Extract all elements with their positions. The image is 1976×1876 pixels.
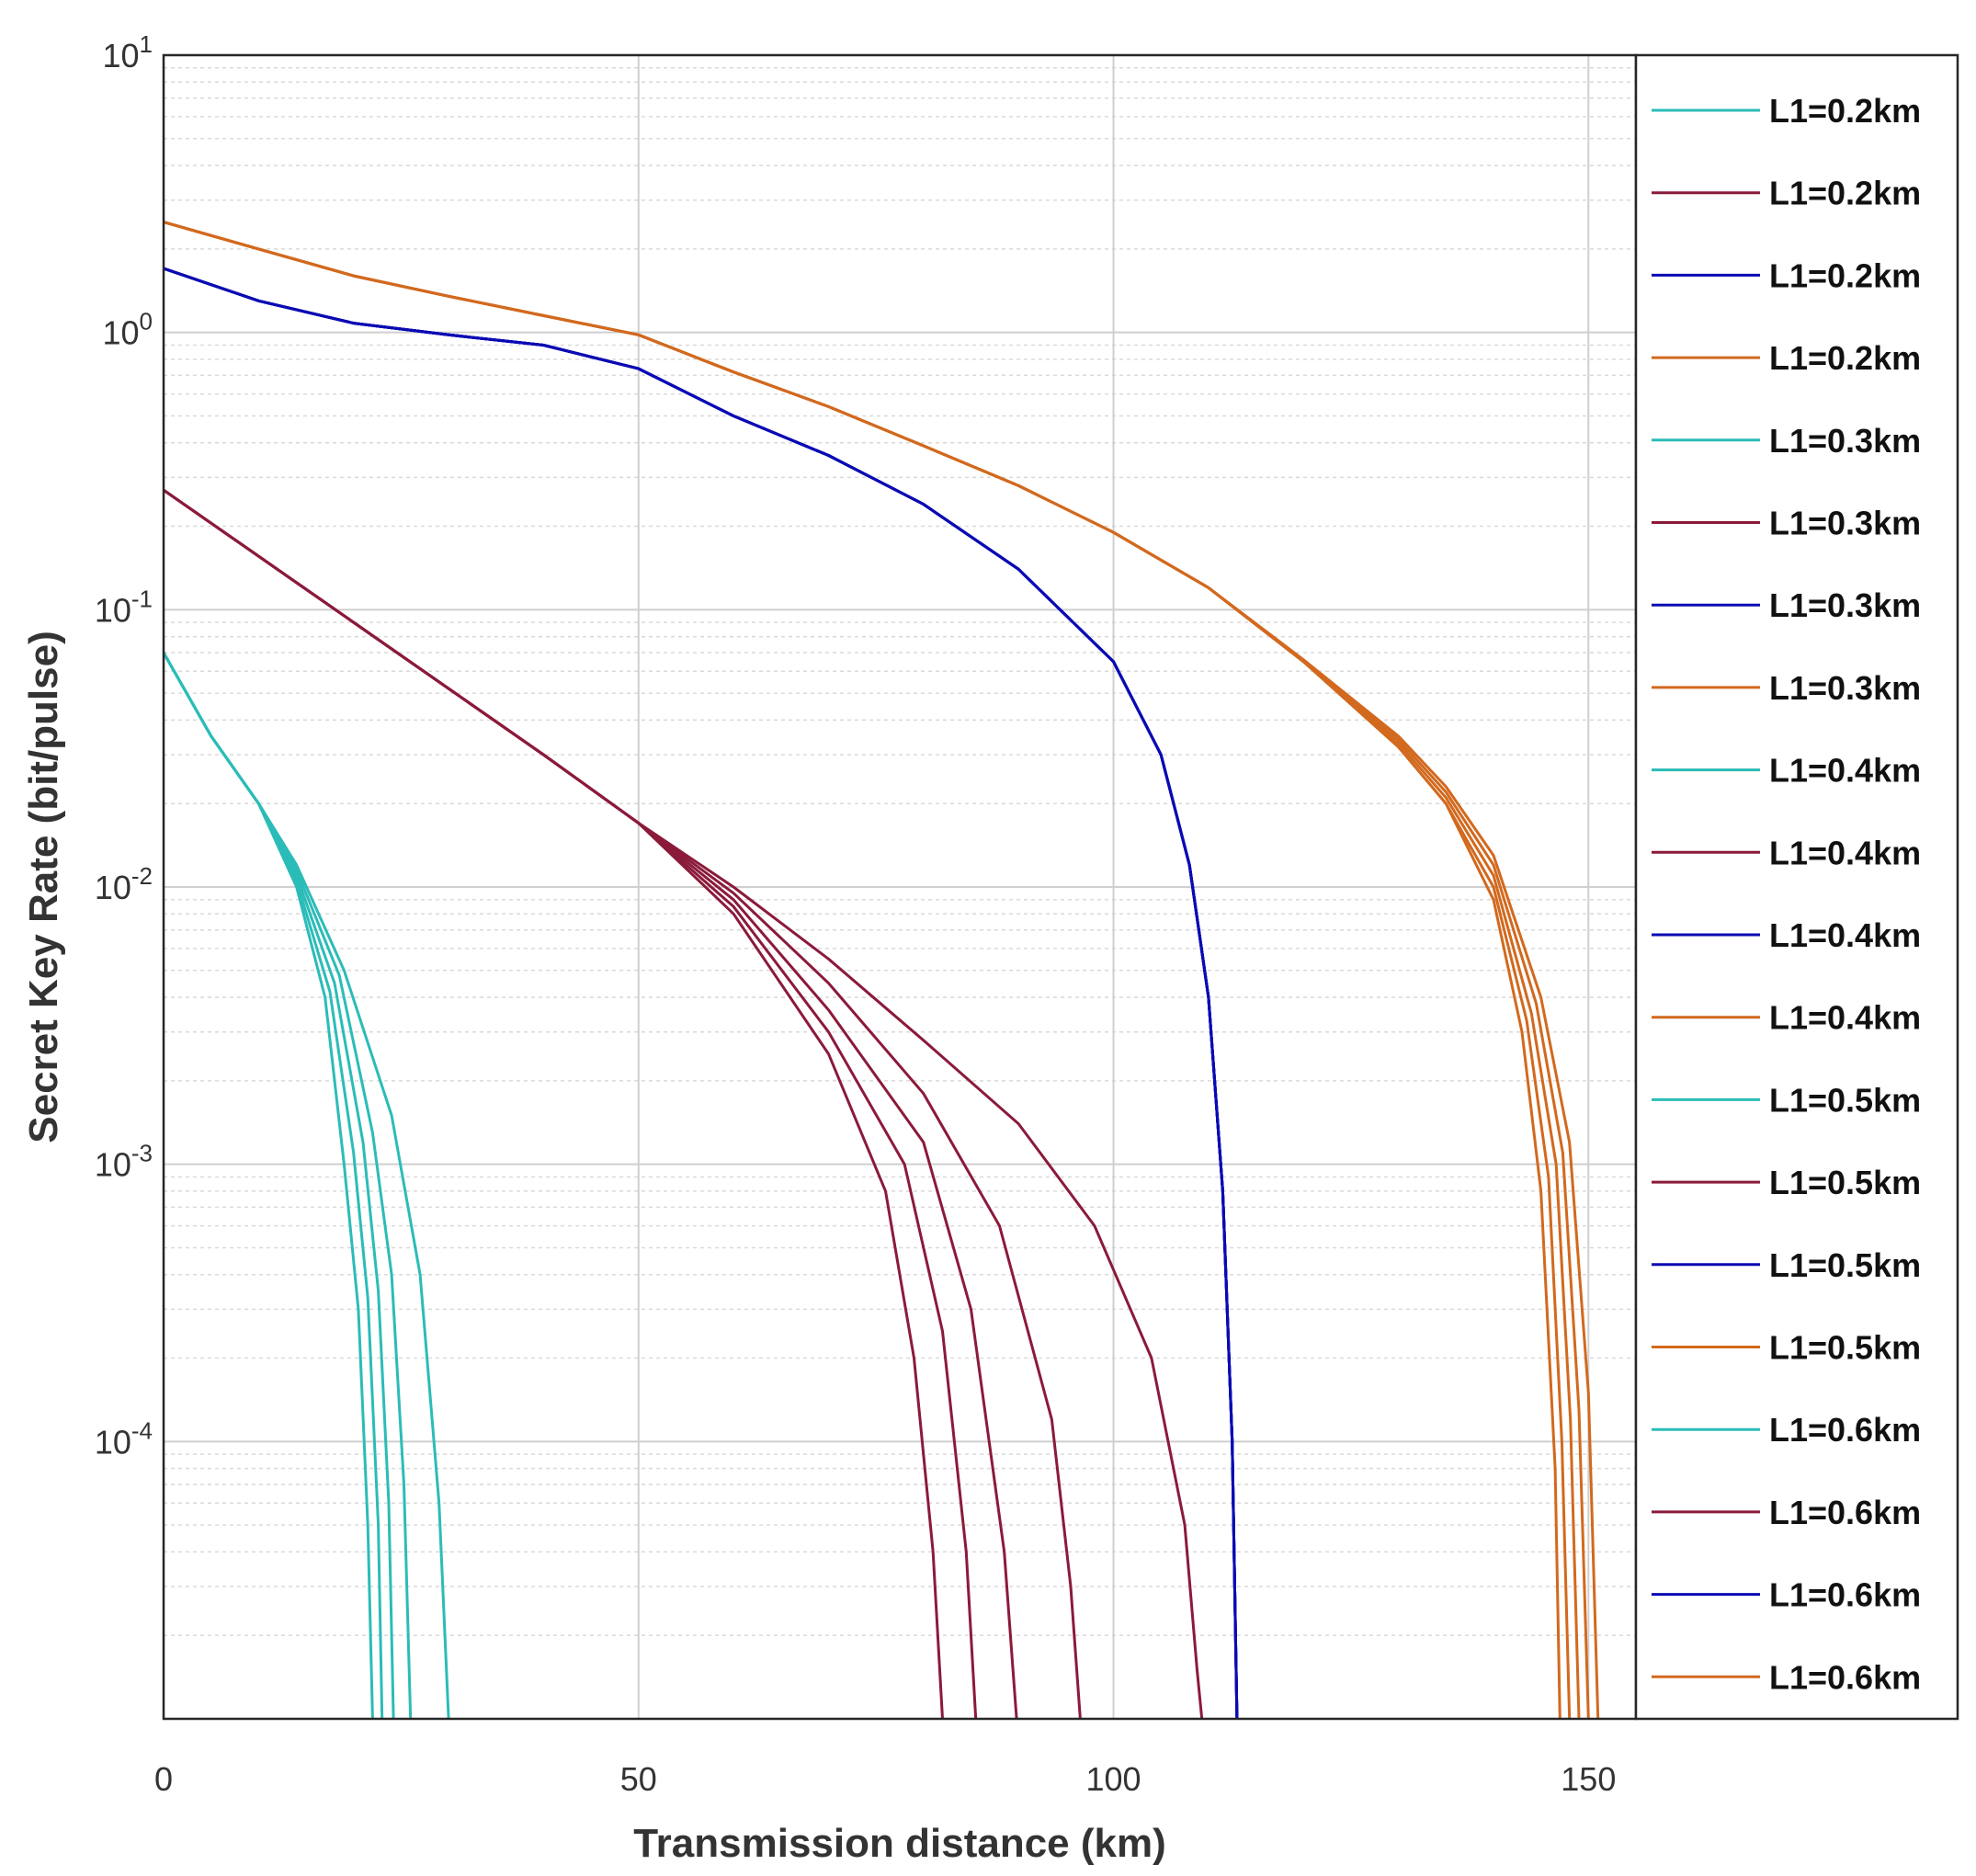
legend-label: L1=0.5km (1769, 1081, 1921, 1119)
legend-label: L1=0.4km (1769, 999, 1921, 1037)
legend-label: L1=0.6km (1769, 1494, 1921, 1531)
y-tick-exponent: 1 (140, 30, 153, 58)
legend-label: L1=0.6km (1769, 1658, 1921, 1696)
y-tick-label: 101 (102, 30, 153, 74)
legend-label: L1=0.3km (1769, 669, 1921, 707)
series-layer (162, 221, 1600, 1720)
legend-item: L1=0.3km (1652, 586, 1921, 624)
x-tick-labels: 0 50 100 150 (154, 1760, 1616, 1798)
legend-item: L1=0.4km (1652, 834, 1921, 871)
legend-item: L1=0.4km (1652, 999, 1921, 1037)
y-tick-exponent: -4 (131, 1416, 153, 1444)
legend-item: L1=0.2km (1652, 256, 1921, 294)
legend-label: L1=0.2km (1769, 256, 1921, 294)
legend-item: L1=0.2km (1652, 175, 1921, 212)
legend-label: L1=0.3km (1769, 586, 1921, 624)
y-tick-label: 10-3 (95, 1140, 153, 1184)
legend-label: L1=0.4km (1769, 916, 1921, 954)
y-tick-label: 10-4 (95, 1416, 153, 1461)
x-tick-label: 50 (620, 1760, 657, 1798)
y-tick-base: 10 (95, 869, 131, 906)
y-tick-base: 10 (102, 37, 139, 74)
legend-label: L1=0.3km (1769, 505, 1921, 542)
legend-label: L1=0.4km (1769, 752, 1921, 790)
x-tick-label: 150 (1561, 1760, 1616, 1798)
legend-item: L1=0.2km (1652, 92, 1921, 130)
legend-item: L1=0.4km (1652, 916, 1921, 954)
y-tick-exponent: -1 (131, 585, 153, 612)
legend-label: L1=0.3km (1769, 422, 1921, 460)
legend-item: L1=0.6km (1652, 1658, 1921, 1696)
y-tick-base: 10 (95, 1423, 131, 1461)
legend-label: L1=0.2km (1769, 175, 1921, 212)
legend-label: L1=0.5km (1769, 1329, 1921, 1367)
series-line-18 (163, 488, 1204, 1720)
legend-item: L1=0.3km (1652, 669, 1921, 707)
legend-label: L1=0.6km (1769, 1411, 1921, 1449)
legend-item: L1=0.5km (1652, 1246, 1921, 1284)
x-tick-label: 0 (154, 1760, 173, 1798)
legend-item: L1=0.5km (1652, 1329, 1921, 1367)
series-line-17 (162, 652, 450, 1720)
legend-item: L1=0.2km (1652, 339, 1921, 377)
legend-label: L1=0.2km (1769, 92, 1921, 130)
y-tick-base: 10 (102, 314, 139, 352)
y-tick-exponent: -2 (131, 862, 153, 890)
legend (1634, 53, 1959, 1721)
series-line-20 (163, 221, 1600, 1720)
y-tick-exponent: -3 (131, 1140, 153, 1167)
y-tick-label: 10-1 (95, 585, 153, 629)
y-tick-base: 10 (95, 591, 131, 629)
legend-item: L1=0.3km (1652, 422, 1921, 460)
y-axis-label: Secret Key Rate (bit/pulse) (21, 631, 66, 1143)
legend-item: L1=0.5km (1652, 1164, 1921, 1201)
legend-label: L1=0.5km (1769, 1246, 1921, 1284)
minor-grid (164, 67, 1636, 1636)
legend-item: L1=0.6km (1652, 1494, 1921, 1531)
y-tick-exponent: 0 (140, 308, 153, 335)
legend-item: L1=0.4km (1652, 752, 1921, 790)
legend-label: L1=0.4km (1769, 834, 1921, 871)
legend-item: L1=0.6km (1652, 1411, 1921, 1449)
legend-label: L1=0.5km (1769, 1164, 1921, 1201)
y-tick-label: 10-2 (95, 862, 153, 906)
x-axis-label: Transmission distance (km) (633, 1821, 1166, 1866)
x-tick-label: 100 (1086, 1760, 1141, 1798)
y-tick-label: 100 (102, 308, 153, 352)
legend-items: L1=0.2km L1=0.2km L1=0.2km L1=0.2km L1=0.3km… (1652, 92, 1921, 1696)
legend-item: L1=0.3km (1652, 505, 1921, 542)
legend-item: L1=0.5km (1652, 1081, 1921, 1119)
legend-item: L1=0.6km (1652, 1576, 1921, 1614)
series-line-19 (163, 267, 1239, 1720)
legend-label: L1=0.6km (1769, 1576, 1921, 1614)
y-tick-base: 10 (95, 1146, 131, 1184)
legend-label: L1=0.2km (1769, 339, 1921, 377)
